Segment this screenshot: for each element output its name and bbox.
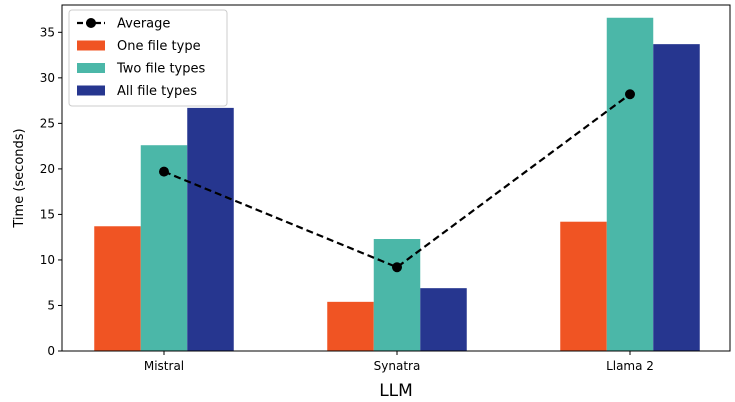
bar-3-1 [187,107,234,351]
y-tick-label: 15 [40,207,55,221]
legend: Average One file type Two file types All fi… [68,9,228,107]
legend-swatch-3 [77,85,105,96]
x-tick-label: Synatra [374,359,421,373]
bar-2-2 [373,239,421,351]
bar-3-3 [653,44,700,352]
legend-swatch-2 [77,63,105,73]
bar-1-2 [327,301,374,351]
bar-2-3 [606,17,654,351]
y-tick-label: 20 [40,162,55,176]
x-axis-label: LLM [379,381,413,401]
x-tick-label: Mistral [144,359,184,373]
y-tick-label: 35 [40,25,55,39]
bar-2-1 [140,145,188,351]
x-tick-label: Llama 2 [606,359,654,373]
legend-box [68,9,228,107]
average-marker-2 [392,262,402,273]
y-axis-label: Time (seconds) [12,128,27,228]
legend-label: One file type [117,39,201,54]
average-line [163,93,631,269]
bar-1-3 [560,221,607,351]
y-tick-label: 30 [40,71,55,85]
legend-label: Average [117,17,170,32]
bars-layer [94,17,700,352]
bar-3-2 [420,288,467,351]
legend-swatch-1 [77,40,105,51]
average-marker-3 [625,89,635,100]
average-line-layer [159,89,635,273]
average-marker-1 [159,166,169,177]
y-tick-label: 0 [47,344,55,358]
y-tick-label: 10 [40,253,55,267]
y-tick-label: 5 [47,298,55,312]
x-axis-ticks: Mistral Synatra Llama 2 [144,351,654,373]
legend-label: Two file types [116,62,205,77]
y-tick-label: 25 [40,116,55,130]
bar-1-1 [94,226,141,351]
legend-label: All file types [117,84,197,99]
y-axis-ticks: 0 5 10 15 20 25 30 35 [40,25,62,358]
legend-swatch-marker [86,18,96,28]
plot-frame [61,4,731,352]
